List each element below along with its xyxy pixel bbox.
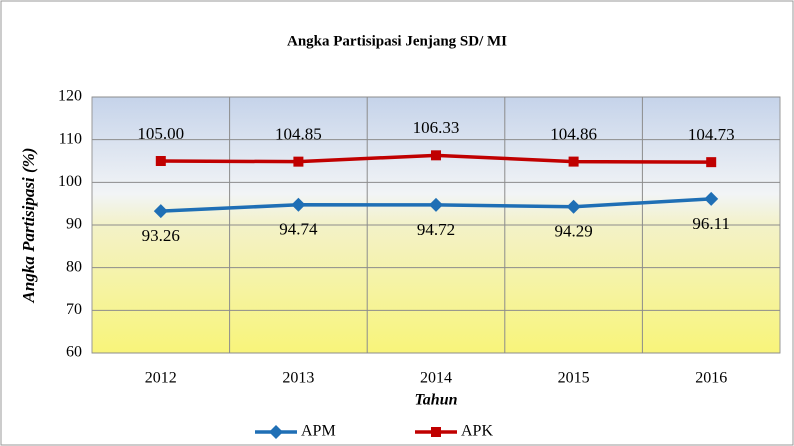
data-label: 94.74	[279, 220, 318, 239]
legend-marker	[269, 425, 283, 439]
marker	[291, 197, 306, 212]
data-label: 104.86	[550, 125, 597, 144]
x-axis-title: Tahun	[415, 392, 458, 409]
marker	[568, 156, 579, 167]
y-tick-label: 70	[66, 301, 82, 318]
marker	[566, 199, 581, 214]
x-tick-label: 2012	[145, 370, 177, 387]
x-tick-label: 2014	[420, 370, 452, 387]
data-label: 105.00	[137, 124, 184, 143]
y-tick-label: 80	[66, 258, 82, 275]
legend-marker	[431, 427, 441, 437]
legend-label: APM	[301, 423, 336, 440]
data-label: 93.26	[142, 226, 180, 245]
y-tick-label: 110	[59, 130, 82, 147]
x-tick-label: 2016	[695, 370, 727, 387]
data-label: 94.29	[554, 222, 592, 241]
x-tick-label: 2015	[558, 370, 590, 387]
chart-title: Angka Partisipasi Jenjang SD/ MI	[287, 33, 507, 49]
data-label: 104.73	[688, 125, 735, 144]
legend-label: APK	[461, 423, 493, 440]
x-tick-label: 2013	[282, 370, 314, 387]
marker	[706, 157, 717, 168]
y-tick-label: 100	[58, 173, 82, 190]
y-tick-label: 120	[58, 88, 82, 105]
y-axis-title: Angka Partisipasi (%)	[19, 148, 38, 304]
data-label: 96.11	[692, 214, 730, 233]
data-label: 106.33	[413, 118, 460, 137]
marker	[429, 197, 443, 212]
y-tick-label: 90	[66, 216, 82, 233]
marker	[431, 150, 441, 161]
data-label: 94.72	[417, 220, 455, 239]
data-label: 104.85	[275, 125, 322, 144]
marker	[155, 156, 166, 166]
marker	[153, 204, 168, 219]
y-tick-label: 60	[66, 344, 82, 361]
marker	[293, 156, 304, 167]
marker	[704, 191, 719, 206]
